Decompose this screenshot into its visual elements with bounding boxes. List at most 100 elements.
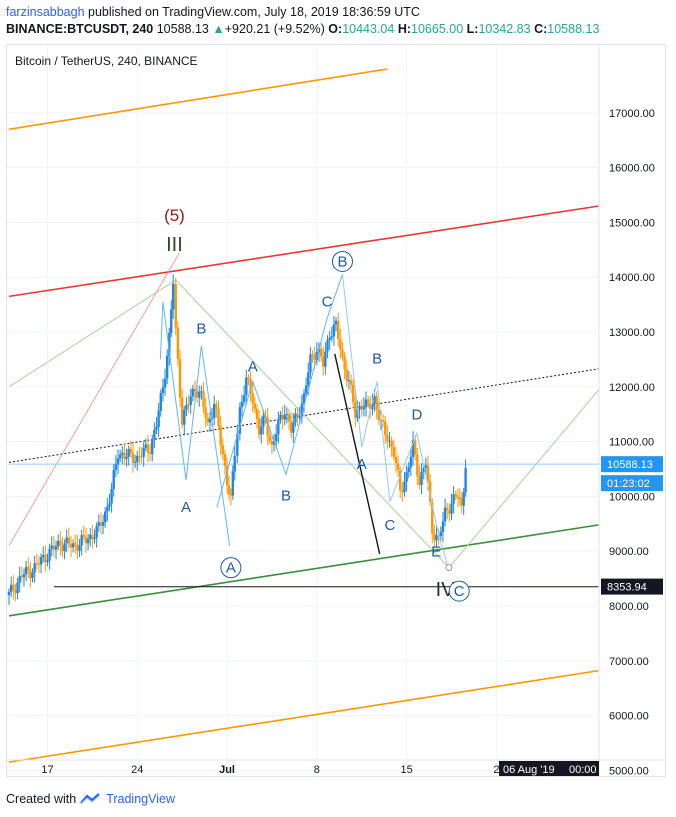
- candle-body: [193, 388, 197, 392]
- candle-body: [48, 548, 51, 561]
- candle-body: [366, 399, 370, 405]
- price-chart[interactable]: (5)IIIABCAABCBABCDEIVC 17000.0016000.001…: [7, 45, 665, 776]
- candle-body: [371, 403, 374, 410]
- candle-body: [127, 448, 130, 457]
- candle-body: [343, 356, 346, 370]
- candle-body: [392, 447, 395, 457]
- candle-body: [178, 359, 182, 398]
- candle-body: [59, 540, 62, 546]
- candle-body: [240, 401, 244, 408]
- candle-body: [217, 408, 220, 427]
- candle-body: [191, 388, 195, 397]
- x-tick-label: Jul: [219, 764, 235, 776]
- candle-body: [245, 377, 248, 396]
- candle-body: [249, 378, 252, 394]
- candle-body: [18, 575, 21, 583]
- candle-body: [450, 503, 453, 514]
- high-label: H:: [397, 22, 412, 36]
- candle-body: [61, 545, 64, 552]
- candle-body: [29, 570, 32, 579]
- candle-body: [270, 440, 274, 445]
- candle-body: [349, 380, 353, 385]
- candle-body: [360, 406, 363, 410]
- wave-label-c-circled-circle: [448, 580, 470, 602]
- candle-body: [7, 591, 11, 596]
- tradingview-link[interactable]: TradingView: [106, 792, 175, 806]
- wave-label-d: D: [411, 406, 422, 423]
- candle-body: [140, 456, 143, 458]
- author-link[interactable]: farzinsabbagh: [6, 5, 85, 19]
- last-price-tag: 10588.13: [607, 459, 653, 471]
- candle-body: [110, 488, 113, 504]
- candle-body: [37, 563, 41, 565]
- candle-body: [223, 454, 227, 467]
- crosshair-date: 06 Aug '19: [503, 764, 555, 776]
- tradingview-logo-icon: [80, 793, 100, 805]
- candle-body: [272, 441, 276, 445]
- candle-body: [285, 414, 289, 416]
- candle-body: [448, 510, 451, 514]
- publish-info: published on TradingView.com, July 18, 2…: [88, 5, 420, 19]
- candle-body: [101, 522, 105, 526]
- candle-body: [35, 563, 38, 565]
- candle-body: [148, 452, 152, 455]
- candle-body: [42, 555, 45, 558]
- candle-body: [204, 407, 207, 418]
- candle-body: [208, 419, 212, 423]
- candle-body: [428, 481, 432, 503]
- candle-body: [458, 497, 462, 499]
- candle-body: [322, 356, 325, 367]
- candle-body: [294, 413, 297, 423]
- candle-body: [262, 415, 265, 427]
- candle-body: [386, 435, 389, 442]
- countdown-tag: 01:23:02: [607, 478, 650, 490]
- footer: Created with TradingView: [6, 792, 175, 806]
- candle-body: [439, 532, 443, 537]
- candle-body: [283, 414, 286, 420]
- candle-body: [369, 404, 372, 410]
- candle-body: [93, 537, 96, 540]
- chart-area[interactable]: (5)IIIABCAABCBABCDEIVC 17000.0016000.001…: [6, 44, 666, 777]
- candle-body: [373, 396, 376, 404]
- candle-body: [116, 458, 120, 465]
- candle-body: [307, 372, 310, 386]
- candle-body: [251, 393, 254, 404]
- candle-body: [422, 467, 425, 472]
- wave-path-3: [341, 274, 450, 571]
- candle-body: [431, 502, 434, 534]
- candle-body: [159, 393, 162, 411]
- candle-body: [405, 472, 408, 482]
- pale-green-rise: [448, 389, 600, 569]
- candle-body: [279, 414, 282, 420]
- ohlc-bar: BINANCE:BTCUSDT, 240 10588.13 ▲+920.21 (…: [6, 22, 599, 36]
- candle-body: [326, 340, 329, 352]
- candle-body: [375, 396, 378, 411]
- candle-body: [403, 481, 406, 493]
- wave-label-a2: A: [248, 358, 258, 375]
- candle-body: [401, 490, 404, 493]
- candle-body: [409, 456, 413, 468]
- wave-label-c3: C: [385, 517, 396, 534]
- hline-price-tag: 8353.94: [607, 582, 647, 594]
- candle-body: [287, 414, 291, 422]
- candle-body: [86, 539, 90, 544]
- candle-body: [277, 419, 280, 435]
- candle-body: [9, 584, 13, 592]
- wave-label-iii: III: [166, 234, 183, 256]
- hline-price-tag-bg: [601, 578, 663, 595]
- wave-drawings: (5)IIIABCAABCBABCDEIVC: [159, 206, 470, 602]
- orange-channel-top: [8, 68, 388, 131]
- candle-body: [441, 521, 445, 533]
- candle-body: [268, 435, 271, 441]
- candle-body: [304, 385, 308, 394]
- thin-red-fan-line: [8, 252, 180, 546]
- trend-drawings: [8, 68, 600, 763]
- candle-body: [454, 494, 457, 497]
- wave-label-b-circled-circle: [331, 250, 353, 272]
- candle-body: [215, 404, 218, 409]
- red-resistance-line: [8, 205, 600, 298]
- y-tick-label: 16000.00: [609, 163, 655, 175]
- wave-label-b2: B: [281, 487, 291, 504]
- candle-body: [213, 404, 216, 418]
- wave-label-a1: A: [181, 499, 191, 516]
